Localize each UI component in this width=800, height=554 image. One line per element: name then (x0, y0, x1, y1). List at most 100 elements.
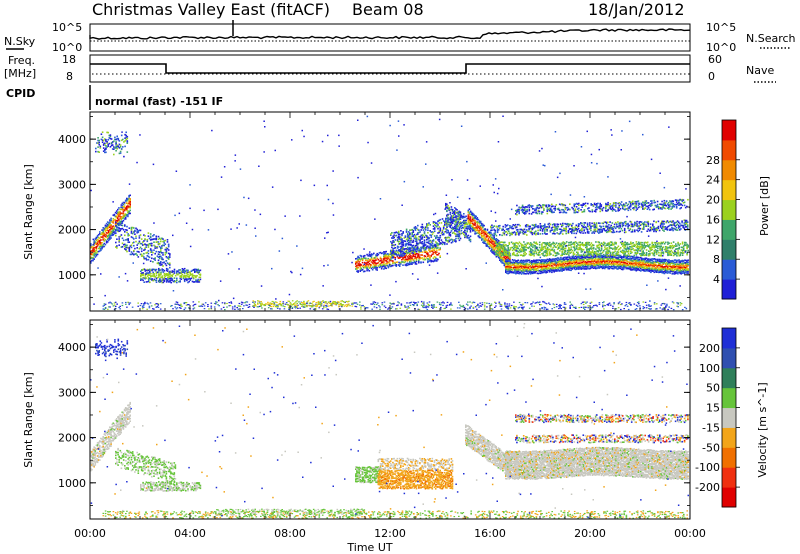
echo-cell (450, 241, 453, 244)
echo-cell (360, 258, 363, 260)
echo-cell (672, 245, 675, 248)
echo-cell (528, 261, 531, 263)
echo-cell (95, 246, 98, 248)
echo-cell (102, 245, 104, 248)
echo-cell (457, 237, 460, 240)
echo-cell (643, 263, 645, 266)
echo-cell (640, 255, 642, 257)
echo-cell (611, 260, 614, 263)
echo-cell (438, 231, 440, 234)
echo-cell (446, 239, 448, 242)
echo-cell (130, 226, 133, 229)
echo-cell (400, 230, 402, 232)
echo-cell (560, 267, 562, 269)
echo-cell (547, 258, 550, 261)
echo-cell (607, 262, 609, 264)
echo-cell (546, 254, 549, 257)
echo-cell (142, 244, 144, 246)
echo-cell (652, 245, 655, 247)
echo-cell (618, 264, 621, 267)
echo-cell (394, 243, 397, 246)
echo-cell (124, 214, 127, 217)
echo-cell (402, 240, 404, 242)
echo-cell (491, 227, 493, 229)
echo-cell (455, 224, 457, 227)
echo-cell (565, 266, 568, 268)
echo-cell (676, 245, 678, 247)
echo-cell (673, 271, 676, 273)
echo-cell (561, 253, 563, 255)
echo-cell (119, 208, 121, 211)
echo-cell (553, 271, 555, 273)
echo-cell (436, 249, 438, 251)
echo-cell (424, 250, 427, 252)
echo-cell (676, 251, 678, 254)
echo-cell (140, 274, 142, 277)
echo-cell (687, 269, 689, 271)
echo-cell (682, 270, 685, 272)
echo-cell (188, 276, 190, 279)
echo-cell (483, 234, 485, 236)
echo-cell (671, 266, 674, 268)
echo-cell (371, 258, 374, 261)
echo-cell (433, 245, 436, 247)
echo-cell (645, 257, 648, 260)
echo-cell (386, 258, 389, 261)
echo-cell (129, 202, 131, 204)
echo-cell (620, 261, 623, 263)
echo-cell (124, 234, 126, 237)
echo-cell (613, 267, 615, 270)
echo-cell (686, 245, 688, 247)
echo-cell (557, 264, 560, 266)
echo-cell (460, 222, 463, 224)
echo-cell (534, 248, 536, 250)
echo-cell (635, 254, 638, 256)
echo-cell (421, 241, 424, 243)
echo-cell (523, 266, 525, 268)
echo-cell (392, 262, 394, 264)
echo-cell (514, 254, 516, 256)
echo-cell (167, 270, 169, 272)
echo-cell (118, 224, 120, 226)
echo-cell (514, 266, 516, 268)
echo-cell (433, 243, 436, 246)
echo-cell (409, 232, 411, 235)
echo-cell (549, 252, 551, 254)
echo-cell (662, 259, 665, 261)
echo-cell (173, 270, 176, 273)
echo-cell (514, 259, 516, 261)
echo-cell (438, 226, 440, 228)
echo-cell (152, 273, 154, 275)
echo-cell (130, 230, 133, 233)
echo-cell (529, 247, 532, 250)
echo-cell (164, 239, 167, 242)
echo-cell (358, 264, 360, 267)
echo-cell (624, 259, 626, 262)
echo-cell (461, 221, 464, 223)
echo-cell (529, 269, 532, 272)
echo-cell (526, 270, 528, 272)
echo-cell (580, 257, 582, 259)
echo-cell (370, 264, 373, 266)
echo-cell (515, 246, 517, 249)
echo-cell (648, 254, 650, 257)
echo-cell (644, 262, 647, 265)
echo-cell (467, 237, 470, 239)
echo-cell (626, 255, 629, 258)
echo-cell (128, 227, 131, 229)
echo-cell (667, 267, 669, 270)
echo-cell (591, 254, 594, 257)
echo-cell (414, 263, 417, 265)
echo-cell (561, 266, 563, 269)
echo-cell (482, 238, 484, 240)
echo-cell (391, 265, 393, 267)
echo-cell (633, 265, 635, 267)
echo-cell (146, 275, 149, 277)
echo-cell (665, 269, 668, 272)
echo-cell (673, 259, 676, 261)
echo-cell (96, 240, 99, 243)
echo-cell (427, 261, 429, 264)
echo-cell (152, 235, 154, 237)
echo-cell (468, 214, 471, 216)
echo-cell (633, 262, 635, 264)
